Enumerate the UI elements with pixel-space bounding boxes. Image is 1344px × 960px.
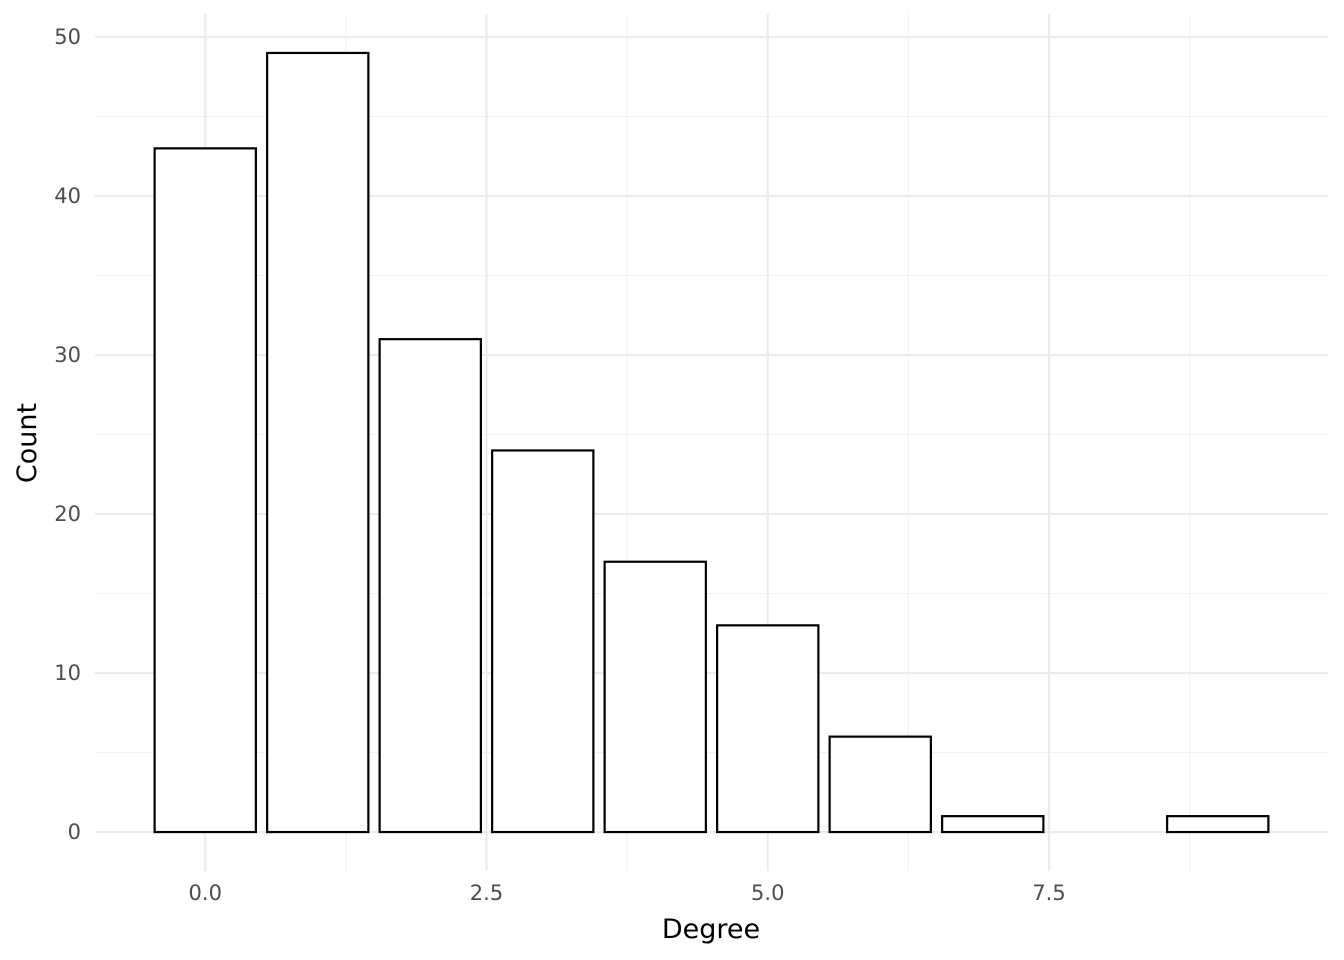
- bars: [153, 51, 1270, 834]
- y-tick-label: 0: [68, 820, 81, 844]
- bar-degree-0: [153, 147, 257, 834]
- x-axis-title: Degree: [662, 914, 760, 945]
- bar-degree-1: [266, 51, 370, 834]
- bar-degree-3: [491, 449, 595, 834]
- y-tick-label: 40: [54, 184, 81, 208]
- x-axis-ticks: 0.0 2.5 5.0 7.5: [189, 881, 1066, 905]
- x-tick-label: 0.0: [189, 881, 222, 905]
- bar-degree-5: [716, 624, 820, 834]
- y-tick-label: 20: [54, 502, 81, 526]
- x-tick-label: 2.5: [470, 881, 503, 905]
- bar-degree-6: [828, 735, 932, 834]
- y-tick-label: 30: [54, 343, 81, 367]
- bar-degree-7: [941, 815, 1045, 834]
- y-tick-label: 50: [54, 25, 81, 49]
- y-tick-label: 10: [54, 661, 81, 685]
- y-axis-ticks: 0 10 20 30 40 50: [54, 25, 81, 844]
- bar-degree-9: [1166, 815, 1270, 834]
- bar-degree-4: [603, 560, 707, 834]
- x-tick-label: 5.0: [751, 881, 784, 905]
- bar-degree-2: [378, 338, 482, 834]
- y-axis-title: Count: [12, 403, 43, 483]
- x-tick-label: 7.5: [1032, 881, 1065, 905]
